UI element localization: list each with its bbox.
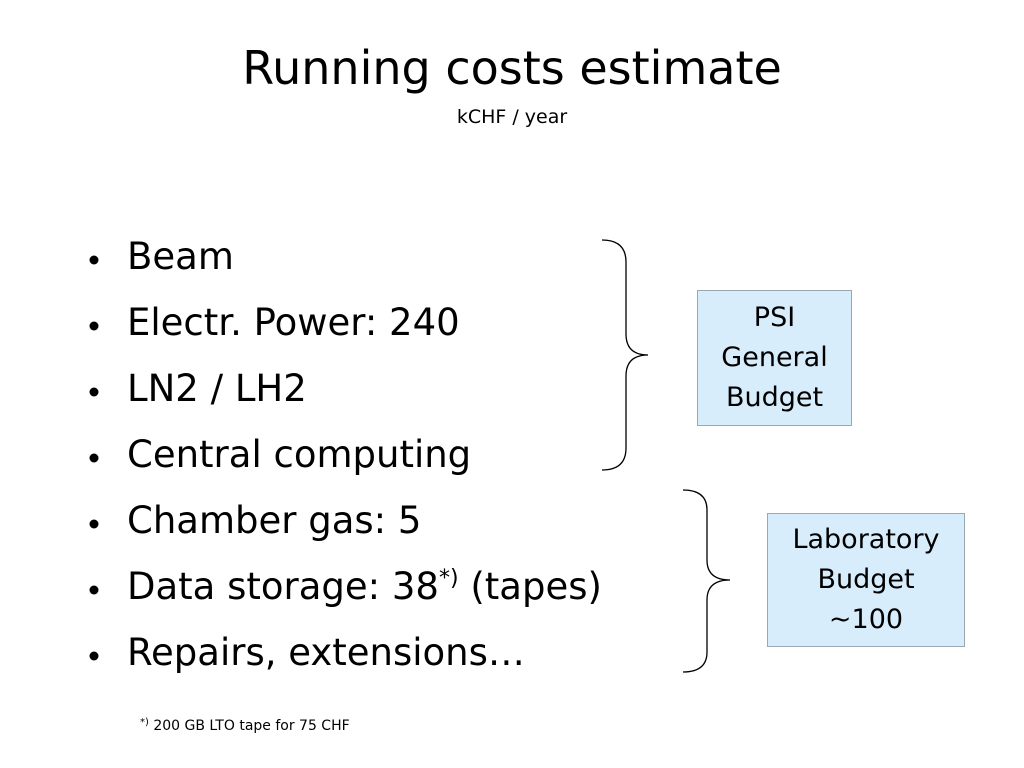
bullet-text: Central computing [127,433,472,476]
bullet-dot [89,585,99,595]
bullet: Beam [127,232,234,282]
bullet-dot [89,519,99,529]
bullet: Central computing [127,430,471,480]
bullet-text: (tapes) [458,565,602,608]
brace [682,489,731,673]
box-line: Budget [817,564,915,595]
footnote-mark: *) [140,717,149,728]
footnote-text: 200 GB LTO tape for 75 CHF [148,718,350,734]
bullet-text: Chamber gas: 5 [127,499,422,542]
bullet-dot [89,651,99,661]
bullet: LN2 / LH2 [127,364,307,414]
bullet-text: Data storage: 38 [127,565,439,608]
bullet-dot [89,321,99,331]
footnote: *) 200 GB LTO tape for 75 CHF [140,716,350,736]
bullet: Chamber gas: 5 [127,496,421,546]
box-line: Laboratory [792,524,940,555]
bullet: Electr. Power: 240 [127,298,460,348]
budget-box: Laboratory Budget ~100 [767,513,965,647]
bullet: Data storage: 38*) (tapes) [127,562,602,612]
box-line: General [721,342,828,373]
title: Running costs estimate [242,41,782,95]
bullet-dot [89,453,99,463]
bullet-dots [89,255,99,661]
box-line: Budget [725,382,824,413]
bullet-text: Electr. Power: 240 [127,301,460,344]
subtitle: kCHF / year [456,106,568,128]
budget-box: PSI General Budget [697,290,852,426]
bullet: Repairs, extensions… [127,628,525,678]
superscript: *) [438,566,459,591]
box-line: ~100 [828,604,904,635]
bullet-text: LN2 / LH2 [127,367,307,410]
bullet-text: Repairs, extensions… [127,631,525,674]
bullet-text: Beam [127,235,234,278]
brace [601,239,649,471]
bullet-dot [89,255,99,265]
bullet-dot [89,387,99,397]
box-line: PSI [753,302,796,333]
